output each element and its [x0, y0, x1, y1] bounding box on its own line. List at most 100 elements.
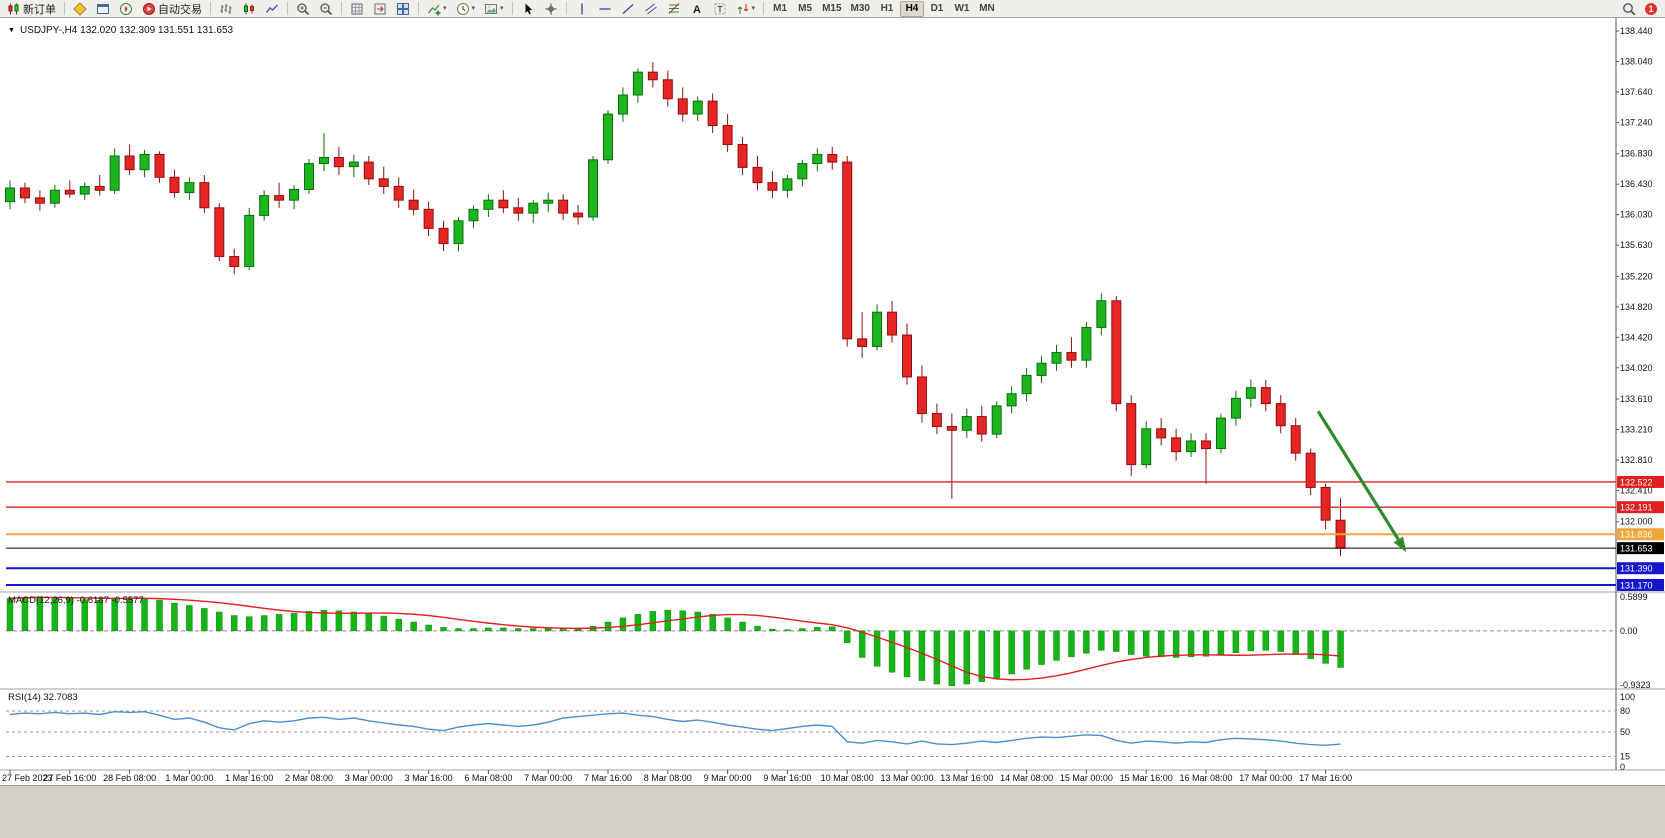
- market-watch-button[interactable]: [69, 1, 91, 17]
- svg-text:1 Mar 00:00: 1 Mar 00:00: [165, 773, 213, 783]
- toolbar-separator: [210, 2, 211, 15]
- price-chart[interactable]: 138.440 138.040 137.640 137.240 136.830 136.4…: [0, 18, 1665, 785]
- data-window-button[interactable]: [92, 1, 114, 17]
- bar-chart-button[interactable]: [215, 1, 237, 17]
- svg-text:9 Mar 16:00: 9 Mar 16:00: [763, 773, 811, 783]
- candlestick-chart-button[interactable]: [238, 1, 260, 17]
- svg-text:A: A: [693, 4, 701, 16]
- cursor-button[interactable]: [517, 1, 539, 17]
- chart-menu-icon[interactable]: ▼: [8, 27, 15, 34]
- svg-text:8 Mar 08:00: 8 Mar 08:00: [644, 773, 692, 783]
- channel-button[interactable]: [640, 1, 662, 17]
- svg-text:T: T: [717, 4, 723, 14]
- zoom-out-button[interactable]: [315, 1, 337, 17]
- zoom-in-button[interactable]: [292, 1, 314, 17]
- grid-icon: [351, 3, 363, 14]
- price-tag-131.836: [1617, 528, 1664, 541]
- timeframe-h4-button[interactable]: H4: [899, 0, 924, 17]
- templates-button[interactable]: ▾: [480, 1, 508, 17]
- svg-text:135.220: 135.220: [1620, 271, 1653, 281]
- new-order-button-label: 新订单: [23, 3, 56, 16]
- auto-scroll-button[interactable]: [346, 1, 368, 17]
- line-chart-button[interactable]: [261, 1, 283, 17]
- fibonacci-button[interactable]: [663, 1, 685, 17]
- top-toolbar: 新订单 自动交易 ▾ ▾ ▾ A T ▾ M1 M5 M15 M30 H1 H4 D1 W1 MN 1: [0, 0, 1665, 18]
- candle-icon: [244, 3, 254, 14]
- channel-icon: [644, 3, 657, 14]
- tile-windows-button[interactable]: [392, 1, 414, 17]
- trendline-icon: [622, 3, 634, 14]
- status-bar-area: [0, 785, 1665, 838]
- svg-text:136.030: 136.030: [1620, 210, 1653, 220]
- svg-text:131.390: 131.390: [1620, 564, 1653, 574]
- arrows-icon: [737, 3, 748, 14]
- price-level-lines[interactable]: 132.522 132.191 131.836 131.653 131.390 131.1…: [6, 475, 1664, 591]
- chart-shift-button[interactable]: [369, 1, 391, 17]
- horizontal-line-button[interactable]: [594, 1, 616, 17]
- svg-text:17 Mar 16:00: 17 Mar 16:00: [1299, 773, 1352, 783]
- zoom-out-icon: [320, 2, 333, 15]
- svg-text:134.820: 134.820: [1620, 302, 1653, 312]
- svg-text:3 Mar 16:00: 3 Mar 16:00: [405, 773, 453, 783]
- label-button[interactable]: T: [709, 1, 731, 17]
- svg-text:0: 0: [1620, 762, 1625, 772]
- toolbar-separator: [64, 2, 65, 15]
- svg-text:15 Mar 16:00: 15 Mar 16:00: [1120, 773, 1173, 783]
- timeframe-m30-button[interactable]: M30: [850, 3, 870, 14]
- dropdown-caret-icon: ▾: [500, 5, 504, 12]
- timeframe-mn-button[interactable]: MN: [979, 3, 995, 14]
- symbol-ohlc-label: ▼ USDJPY-,H4 132.020 132.309 131.551 131…: [8, 25, 233, 36]
- chart-window: 138.440 138.040 137.640 137.240 136.830 136.4…: [0, 18, 1665, 785]
- crosshair-button[interactable]: [540, 1, 562, 17]
- svg-text:80: 80: [1620, 706, 1630, 716]
- svg-text:3 Mar 00:00: 3 Mar 00:00: [345, 773, 393, 783]
- toolbar-separator: [287, 2, 288, 15]
- toolbar-right: 1: [1618, 1, 1662, 17]
- svg-text:6 Mar 08:00: 6 Mar 08:00: [464, 773, 512, 783]
- notification-badge[interactable]: 1: [1645, 2, 1657, 15]
- trend-arrow-annotation[interactable]: [1316, 410, 1407, 553]
- vertical-line-button[interactable]: [571, 1, 593, 17]
- symbol-search-button[interactable]: [1618, 1, 1640, 17]
- timeframe-m15-button[interactable]: M15: [822, 3, 842, 14]
- svg-text:7 Mar 00:00: 7 Mar 00:00: [524, 773, 572, 783]
- svg-text:133.210: 133.210: [1620, 425, 1653, 435]
- toolbar-separator: [341, 2, 342, 15]
- svg-text:0.00: 0.00: [1620, 626, 1638, 636]
- svg-text:132.522: 132.522: [1620, 477, 1653, 487]
- dropdown-caret-icon: ▾: [443, 5, 447, 12]
- svg-text:-0.9323: -0.9323: [1620, 680, 1651, 690]
- new-order-button[interactable]: 新订单: [3, 1, 60, 17]
- timeframe-w1-button[interactable]: W1: [954, 3, 970, 14]
- indicators-button[interactable]: ▾: [423, 1, 451, 17]
- autotrade-icon: [143, 2, 155, 15]
- dropdown-caret-icon: ▾: [471, 5, 476, 12]
- price-tag-132.522: [1617, 475, 1664, 488]
- svg-text:136.830: 136.830: [1620, 149, 1653, 159]
- arrows-button[interactable]: ▾: [732, 1, 760, 17]
- timeframe-d1-button[interactable]: D1: [930, 3, 944, 14]
- timeframe-m1-button[interactable]: M1: [773, 3, 788, 14]
- svg-text:28 Feb 08:00: 28 Feb 08:00: [103, 773, 156, 783]
- magnifier-icon: [1623, 2, 1636, 15]
- periods-button[interactable]: ▾: [452, 1, 480, 17]
- svg-text:135.630: 135.630: [1620, 240, 1653, 250]
- template-icon: [485, 3, 498, 14]
- svg-text:137.640: 137.640: [1620, 87, 1653, 97]
- text-button[interactable]: A: [686, 1, 708, 17]
- auto-trading-button[interactable]: 自动交易: [138, 1, 206, 17]
- svg-text:131.836: 131.836: [1620, 530, 1653, 540]
- timeframe-h1-button[interactable]: H1: [880, 3, 894, 14]
- linechart-icon: [265, 4, 278, 13]
- navigator-button[interactable]: [115, 1, 137, 17]
- textT-icon: T: [714, 3, 726, 14]
- chart-plot-area[interactable]: [0, 18, 1665, 785]
- timeframe-m5-button[interactable]: M5: [798, 3, 813, 14]
- svg-text:132.000: 132.000: [1620, 517, 1653, 527]
- svg-text:132.191: 132.191: [1620, 503, 1653, 513]
- svg-text:2 Mar 08:00: 2 Mar 08:00: [285, 773, 333, 783]
- price-axis[interactable]: 138.440 138.040 137.640 137.240 136.830 136.4…: [1616, 26, 1653, 527]
- vline-icon: [580, 3, 583, 14]
- trendline-button[interactable]: [617, 1, 639, 17]
